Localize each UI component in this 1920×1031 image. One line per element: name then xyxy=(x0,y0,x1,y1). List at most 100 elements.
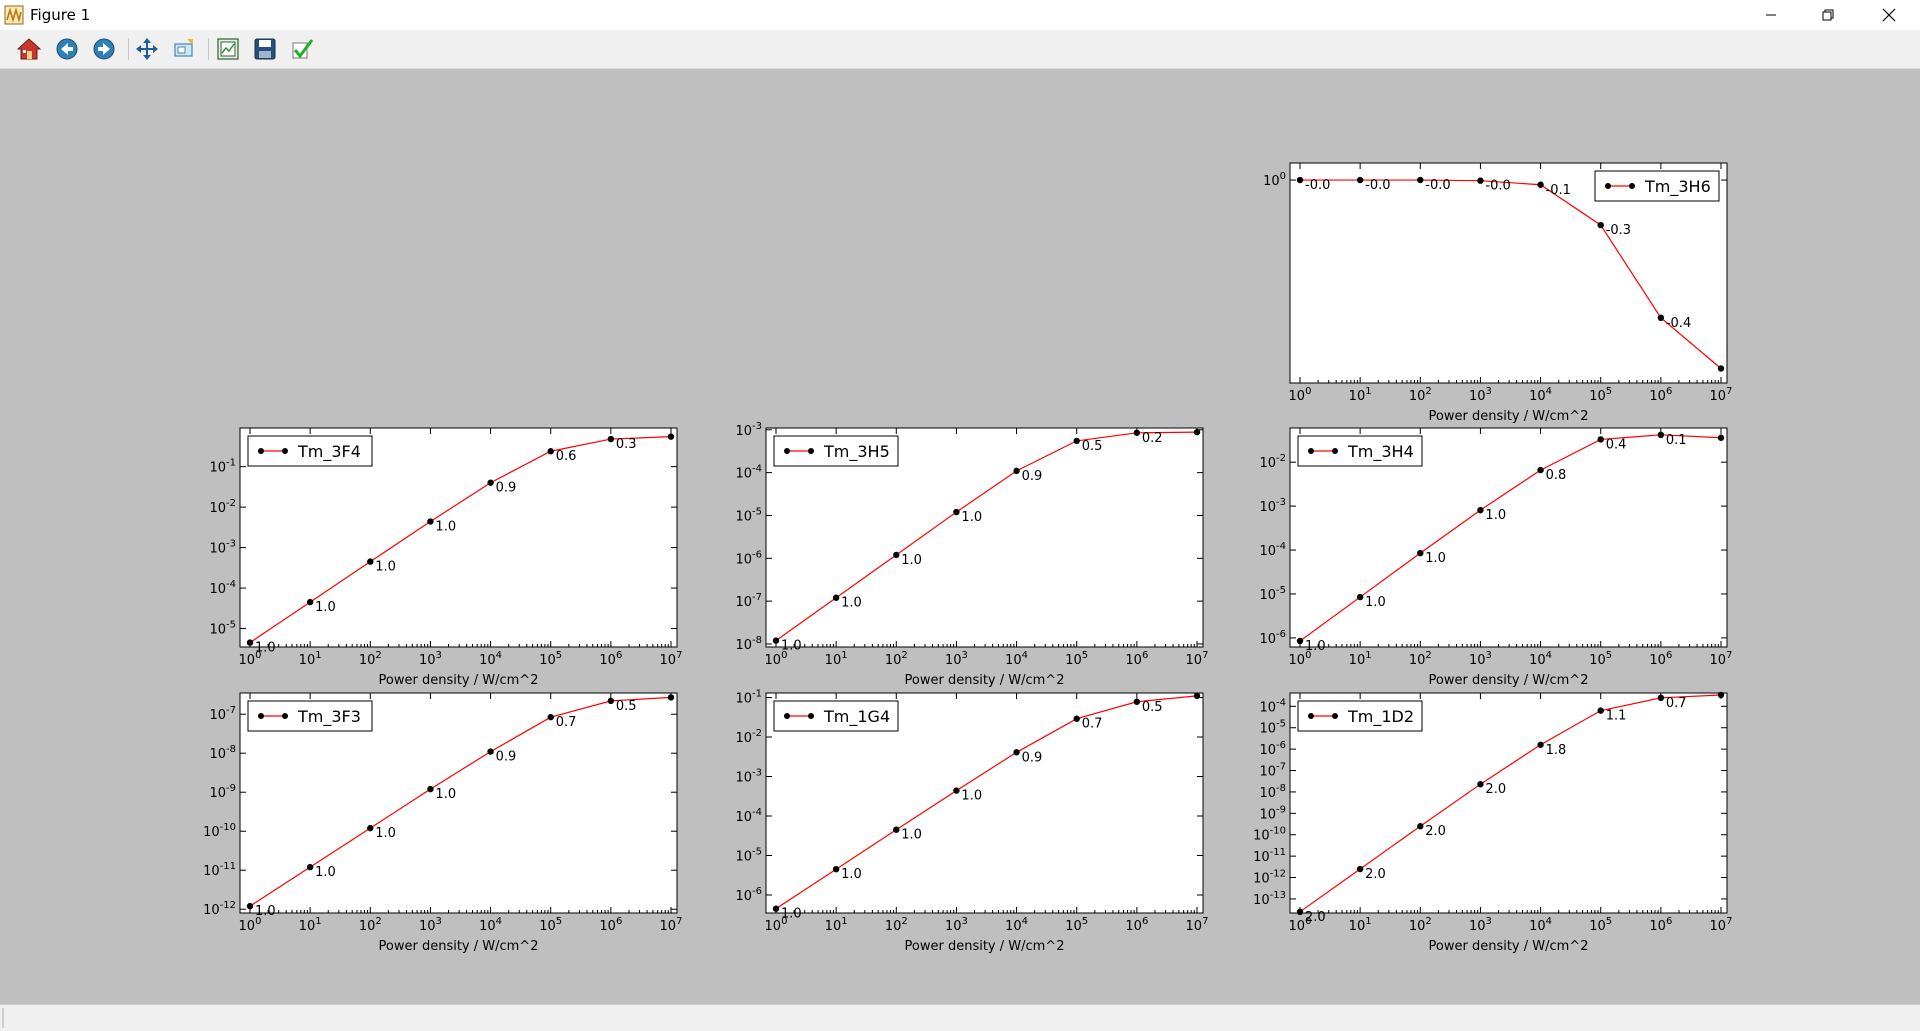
x-tick-label: 107 xyxy=(1710,386,1733,404)
y-tick-label: 10-5 xyxy=(735,506,762,524)
subplots-button[interactable] xyxy=(214,35,242,63)
x-tick-label: 107 xyxy=(660,916,683,934)
x-tick-label: 105 xyxy=(1589,386,1612,404)
legend-marker xyxy=(1332,448,1338,454)
data-point xyxy=(427,518,434,525)
data-label: 2.0 xyxy=(1365,867,1386,882)
data-label: 1.0 xyxy=(961,510,982,525)
figure-canvas[interactable]: 100 101 102 103 104 105 106 107 100 Power density… xyxy=(0,69,1920,1004)
legend-label: Tm_1D2 xyxy=(1347,707,1414,727)
data-point xyxy=(1193,428,1201,436)
y-tick-label: 100 xyxy=(1263,171,1286,189)
data-point xyxy=(1657,694,1665,702)
data-label: -0.0 xyxy=(1425,178,1450,193)
zoom-button[interactable] xyxy=(170,35,198,63)
save-button[interactable] xyxy=(251,35,279,63)
y-tick-label: 10-12 xyxy=(203,900,236,918)
y-tick-label: 10-13 xyxy=(1253,890,1286,908)
app-icon xyxy=(4,5,24,25)
data-point xyxy=(1013,749,1020,756)
y-tick-label: 10-10 xyxy=(1253,826,1286,844)
data-point xyxy=(667,694,675,701)
data-point xyxy=(547,713,554,721)
data-label: 1.0 xyxy=(901,553,922,568)
data-point xyxy=(1597,221,1604,229)
x-tick-label: 102 xyxy=(359,916,382,934)
y-tick-label: 10-5 xyxy=(735,846,762,864)
x-tick-label: 106 xyxy=(599,650,622,668)
data-label: -0.0 xyxy=(1485,179,1510,194)
data-label: 2.0 xyxy=(1305,910,1326,925)
x-tick-label: 103 xyxy=(419,650,442,668)
y-tick-label: 10-8 xyxy=(1259,783,1286,801)
legend-label: Tm_3F4 xyxy=(297,442,361,462)
home-button[interactable] xyxy=(15,35,43,63)
data-label: 0.9 xyxy=(496,750,517,765)
x-tick-label: 101 xyxy=(1349,916,1372,934)
x-axis-label: Power density / W/cm^2 xyxy=(905,673,1065,688)
minimize-icon xyxy=(1766,14,1776,16)
y-tick-label: 10-8 xyxy=(735,635,762,653)
figure-svg: 100 101 102 103 104 105 106 107 100 Power density… xyxy=(203,162,1733,954)
subplot-tm-3h6: 100 101 102 103 104 105 106 107 100 Power density… xyxy=(1263,162,1733,424)
x-tick-label: 106 xyxy=(1125,650,1148,668)
x-tick-label: 101 xyxy=(825,650,848,668)
data-point xyxy=(547,448,554,455)
x-tick-label: 102 xyxy=(1409,650,1432,668)
x-tick-label: 107 xyxy=(1186,916,1209,934)
data-label: 2.0 xyxy=(1425,824,1446,839)
toolbar-separator xyxy=(208,38,209,60)
x-tick-label: 103 xyxy=(945,650,968,668)
close-button[interactable] xyxy=(1866,0,1912,30)
data-point xyxy=(1073,437,1080,445)
data-point xyxy=(1477,177,1484,184)
data-point xyxy=(1356,865,1364,873)
legend-marker xyxy=(282,713,288,719)
y-tick-label: 10-11 xyxy=(203,861,236,879)
x-tick-label: 105 xyxy=(1065,650,1088,668)
subplot-tm-3f3: 100 101 102 103 104 105 106 107 10-12 10-11 10-10 1… xyxy=(203,692,683,954)
data-label: 0.7 xyxy=(1666,696,1687,711)
data-point xyxy=(1717,691,1725,699)
x-tick-label: 104 xyxy=(1005,650,1028,668)
data-label: -0.3 xyxy=(1606,223,1631,238)
legend-label: Tm_3H4 xyxy=(1347,442,1414,462)
x-tick-label: 105 xyxy=(1589,650,1612,668)
x-tick-label: 106 xyxy=(1125,916,1148,934)
x-tick-label: 103 xyxy=(1469,650,1492,668)
data-point xyxy=(1417,176,1424,184)
x-tick-label: 100 xyxy=(239,650,262,668)
legend-marker xyxy=(808,448,814,454)
legend-marker xyxy=(258,448,264,454)
x-tick-label: 101 xyxy=(299,650,322,668)
x-tick-label: 100 xyxy=(765,916,788,934)
pan-button[interactable] xyxy=(133,35,161,63)
legend-marker xyxy=(808,713,814,719)
restore-button[interactable] xyxy=(1805,0,1851,30)
x-tick-label: 104 xyxy=(1529,916,1552,934)
data-point xyxy=(487,479,494,486)
forward-arrow-icon xyxy=(93,38,115,60)
minimize-button[interactable] xyxy=(1748,0,1794,30)
x-tick-label: 102 xyxy=(1409,916,1432,934)
edit-button[interactable] xyxy=(288,35,316,63)
data-label: -0.4 xyxy=(1666,316,1691,331)
x-tick-label: 102 xyxy=(885,916,908,934)
data-point xyxy=(246,639,254,646)
forward-button[interactable] xyxy=(90,35,118,63)
back-button[interactable] xyxy=(53,35,81,63)
data-label: 0.8 xyxy=(1546,468,1567,483)
data-point xyxy=(1356,176,1364,184)
data-point xyxy=(1537,466,1544,474)
data-label: 0.5 xyxy=(1142,700,1163,715)
toolbar xyxy=(0,30,1920,69)
x-tick-label: 100 xyxy=(239,916,262,934)
data-point xyxy=(607,697,615,705)
subplot-tm-3h4: 100 101 102 103 104 105 106 107 10-6 10-5 10-4 10-3… xyxy=(1259,427,1732,688)
data-point xyxy=(1537,741,1544,748)
x-tick-label: 102 xyxy=(1409,386,1432,404)
data-label: 1.0 xyxy=(961,789,982,804)
data-label: 1.0 xyxy=(315,600,336,615)
subplot-tm-1d2: 100 101 102 103 104 105 106 107 10-13 10-12 10-11 1… xyxy=(1253,691,1732,954)
data-label: 1.0 xyxy=(255,904,276,919)
